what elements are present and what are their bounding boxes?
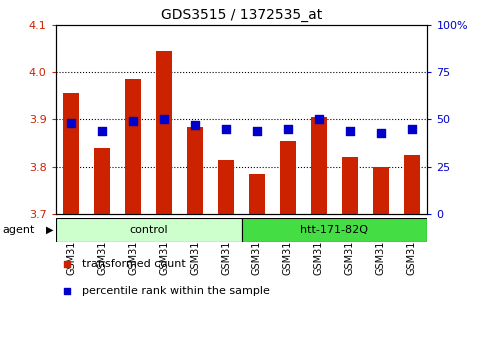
- Bar: [125, 79, 141, 214]
- Bar: [280, 141, 296, 214]
- Point: [253, 128, 261, 134]
- Point: [63, 262, 71, 267]
- Point: [284, 126, 292, 132]
- Text: agent: agent: [2, 225, 35, 235]
- Text: transformed count: transformed count: [82, 259, 185, 269]
- Bar: [156, 51, 172, 214]
- Bar: [94, 148, 110, 214]
- Text: control: control: [129, 225, 168, 235]
- Bar: [404, 155, 420, 214]
- Bar: [249, 174, 265, 214]
- Point: [377, 130, 385, 136]
- Bar: [63, 93, 79, 214]
- Text: htt-171-82Q: htt-171-82Q: [300, 225, 369, 235]
- Point: [191, 122, 199, 128]
- Point: [63, 288, 71, 294]
- Point: [129, 119, 137, 124]
- Bar: [373, 167, 389, 214]
- Bar: [342, 158, 358, 214]
- Point: [315, 116, 323, 122]
- Point: [98, 128, 106, 134]
- Point: [67, 120, 75, 126]
- Point: [222, 126, 230, 132]
- Bar: [311, 117, 327, 214]
- Text: ▶: ▶: [46, 225, 54, 235]
- Point: [346, 128, 354, 134]
- Point: [160, 116, 168, 122]
- Text: percentile rank within the sample: percentile rank within the sample: [82, 286, 270, 296]
- Bar: [242, 218, 427, 242]
- Bar: [218, 160, 234, 214]
- Bar: [56, 218, 242, 242]
- Bar: [187, 127, 203, 214]
- Point: [408, 126, 416, 132]
- Title: GDS3515 / 1372535_at: GDS3515 / 1372535_at: [161, 8, 322, 22]
